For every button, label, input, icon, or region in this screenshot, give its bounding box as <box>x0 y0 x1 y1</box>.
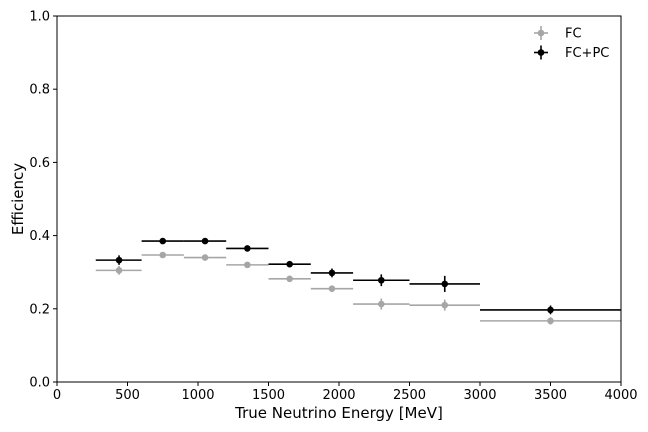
series-fc-pc <box>95 237 621 315</box>
legend-label: FC+PC <box>565 46 609 61</box>
x-axis-ticks: 0 500 1000 1500 2000 2500 3000 3500 4000 <box>53 382 638 403</box>
data-point <box>328 269 336 277</box>
y-axis-label: Efficiency <box>9 163 27 235</box>
x-tick-label: 3500 <box>534 388 567 403</box>
data-point <box>441 280 449 288</box>
x-tick-label: 1000 <box>181 388 214 403</box>
y-tick-label: 0.4 <box>29 229 50 244</box>
y-tick-label: 0.6 <box>29 156 50 171</box>
y-axis-ticks: 0.0 0.2 0.4 0.6 0.8 1.0 <box>29 10 57 391</box>
data-point <box>378 300 385 308</box>
legend: FC FC+PC <box>534 26 609 61</box>
data-point <box>201 254 209 261</box>
legend-marker-dot <box>537 29 545 37</box>
x-tick-label: 4000 <box>604 388 637 403</box>
data-point <box>115 267 123 274</box>
data-point <box>547 306 554 314</box>
data-point <box>201 237 209 245</box>
data-point <box>378 276 385 284</box>
data-point <box>286 260 293 268</box>
series-layer <box>95 237 621 325</box>
data-point <box>244 261 251 269</box>
x-tick-label: 2000 <box>322 388 355 403</box>
y-tick-label: 0.0 <box>29 376 50 391</box>
data-point <box>328 285 336 292</box>
x-tick-label: 2500 <box>393 388 426 403</box>
legend-label: FC <box>565 27 582 42</box>
x-tick-label: 1500 <box>252 388 285 403</box>
data-point <box>286 275 293 283</box>
series-fc <box>95 251 621 325</box>
plot-frame <box>56 15 622 383</box>
data-point <box>115 256 123 264</box>
data-point <box>244 245 251 252</box>
data-point <box>441 301 449 309</box>
data-point <box>159 251 167 259</box>
y-tick-label: 0.8 <box>29 83 50 98</box>
x-tick-label: 0 <box>53 388 61 403</box>
data-point <box>547 317 554 325</box>
x-tick-label: 3000 <box>463 388 496 403</box>
y-tick-label: 0.2 <box>29 302 50 317</box>
data-point <box>159 237 167 245</box>
x-axis-label: True Neutrino Energy [MeV] <box>234 404 443 422</box>
y-tick-label: 1.0 <box>29 10 50 25</box>
legend-marker-dot <box>537 49 545 56</box>
x-tick-label: 500 <box>115 388 140 403</box>
